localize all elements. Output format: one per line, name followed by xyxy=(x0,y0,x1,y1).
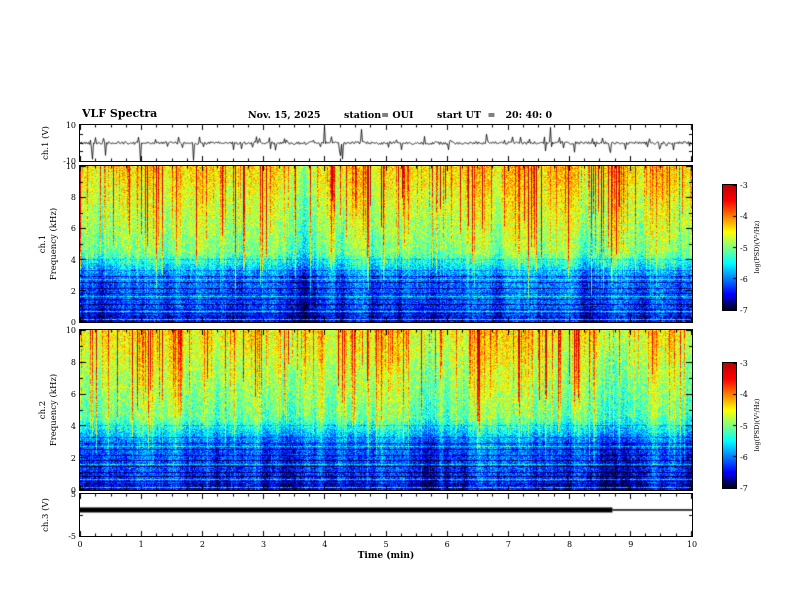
ch1-spectrogram-canvas xyxy=(80,166,692,322)
ch1-spectrogram-axis-label-line2: Frequency (kHz) xyxy=(49,207,59,281)
y-tick-label: 6 xyxy=(70,224,76,234)
x-tick-label: 3 xyxy=(261,540,267,549)
ch2-colorbar-label: log(PSD)(V²/Hz) xyxy=(753,398,761,452)
x-tick-label: 4 xyxy=(322,540,328,549)
y-tick-label: 5 xyxy=(70,490,76,499)
ch2-colorbar-panel xyxy=(722,362,737,489)
x-tick-label: 8 xyxy=(567,540,573,549)
x-tick-label: 0 xyxy=(77,540,83,549)
time-axis-label: Time (min) xyxy=(357,551,415,561)
ch3-waveform-canvas xyxy=(80,494,692,536)
ch2-spectrogram-panel xyxy=(79,329,693,491)
ch1-colorbar-canvas xyxy=(723,185,736,310)
x-tick-label: 7 xyxy=(505,540,511,549)
ch2-spectrogram-axis-label-line2: Frequency (kHz) xyxy=(49,373,59,447)
x-tick-label: 2 xyxy=(199,540,205,549)
y-tick-label: 8 xyxy=(70,193,76,203)
ch1-colorbar-label: log(PSD)(V²/Hz) xyxy=(753,220,761,274)
ch3-waveform-panel xyxy=(79,493,693,537)
colorbar-tick-label: -6 xyxy=(740,452,748,462)
x-tick-label: 5 xyxy=(383,540,389,549)
plot-station: station= OUI xyxy=(344,110,414,121)
colorbar-tick-label: -4 xyxy=(740,390,748,400)
ch2-spectrogram-canvas xyxy=(80,330,692,490)
y-tick-label: 10 xyxy=(65,326,76,335)
ch1-waveform-panel xyxy=(79,124,693,162)
y-tick-label: 6 xyxy=(70,390,76,399)
y-tick-label: -10 xyxy=(63,157,76,166)
ch1-spectrogram-panel xyxy=(79,165,693,323)
y-tick-label: 0 xyxy=(70,318,76,327)
y-tick-label: 4 xyxy=(70,422,76,431)
y-tick-label: 8 xyxy=(70,358,76,367)
ch1-waveform-canvas xyxy=(80,125,692,161)
ch1-spectrogram-axis-label-line1: ch.1 xyxy=(38,234,48,254)
colorbar-tick-label: -5 xyxy=(740,243,748,253)
y-tick-label: 2 xyxy=(70,454,76,463)
colorbar-tick-label: -4 xyxy=(740,212,748,222)
plot-start-ut: start UT = 20: 40: 0 xyxy=(437,110,553,121)
y-tick-label: 4 xyxy=(70,255,76,265)
colorbar-tick-label: -3 xyxy=(740,359,748,368)
colorbar-tick-label: -5 xyxy=(740,421,748,431)
plot-date: Nov. 15, 2025 xyxy=(248,110,321,121)
ch2-spectrogram-axis-label-line1: ch.2 xyxy=(38,400,48,420)
y-tick-label: 10 xyxy=(65,121,76,130)
x-tick-label: 10 xyxy=(686,540,698,549)
x-tick-label: 6 xyxy=(444,540,450,549)
y-tick-label: 2 xyxy=(70,286,76,296)
y-tick-label: -5 xyxy=(68,532,76,541)
plot-title: VLF Spectra xyxy=(82,107,158,120)
y-tick-label: 10 xyxy=(65,162,76,171)
ch2-colorbar-canvas xyxy=(723,363,736,488)
y-tick-label: 0 xyxy=(70,486,76,495)
colorbar-tick-label: -3 xyxy=(740,181,748,190)
colorbar-tick-label: -6 xyxy=(740,274,748,284)
colorbar-tick-label: -7 xyxy=(740,306,748,315)
x-tick-label: 9 xyxy=(628,540,634,549)
x-tick-label: 1 xyxy=(138,540,144,549)
colorbar-tick-label: -7 xyxy=(740,484,748,493)
ch1-colorbar-panel xyxy=(722,184,737,311)
